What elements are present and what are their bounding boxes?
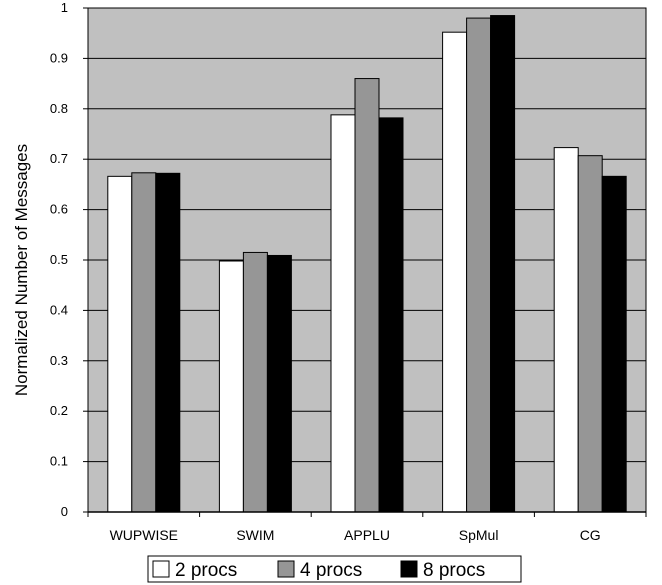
y-tick-label: 1	[61, 0, 68, 15]
bar-applu-8-procs	[378, 117, 404, 513]
x-category-labels: WUPWISE SWIM APPLU SpMul CG	[110, 527, 601, 543]
bar-wupwise-8-procs	[155, 172, 181, 513]
y-tick-label: 0.5	[50, 252, 68, 267]
legend-label: 2 procs	[175, 560, 237, 581]
y-tick-labels: 0 0.1 0.2 0.3 0.4 0.5 0.6 0.7 0.8 0.9 1	[50, 0, 88, 519]
legend-swatch	[152, 560, 170, 578]
y-tick-label: 0.1	[50, 454, 68, 469]
legend-box	[147, 555, 522, 583]
bar-wupwise-2-procs	[107, 175, 133, 513]
bar-swim-8-procs	[266, 254, 292, 513]
y-tick-label: 0.2	[50, 403, 68, 418]
y-tick-label: 0.8	[50, 101, 68, 116]
x-category-label: APPLU	[344, 527, 390, 543]
bar-wupwise-4-procs	[131, 172, 157, 513]
y-tick-label: 0.9	[50, 50, 68, 65]
x-category-label: SWIM	[236, 527, 274, 543]
y-axis-title: Normalized Number of Messages	[12, 144, 31, 396]
bar-swim-2-procs	[218, 260, 244, 513]
y-tick-label: 0.7	[50, 151, 68, 166]
y-tick-label: 0.4	[50, 302, 68, 317]
bar-applu-2-procs	[330, 114, 356, 513]
legend: 2 procs 4 procs 8 procs	[147, 555, 522, 583]
bar-spmul-8-procs	[490, 15, 516, 513]
x-category-label: WUPWISE	[110, 527, 178, 543]
y-tick-label: 0.6	[50, 202, 68, 217]
bar-spmul-2-procs	[442, 31, 468, 513]
legend-swatch	[277, 560, 295, 578]
bar-cg-8-procs	[601, 175, 627, 513]
legend-label: 4 procs	[300, 560, 362, 581]
bar-cg-4-procs	[577, 155, 603, 513]
legend-swatch	[400, 560, 418, 578]
legend-label: 8 procs	[423, 560, 485, 581]
bar-applu-4-procs	[354, 78, 380, 513]
bar-cg-2-procs	[553, 147, 579, 513]
bar-swim-4-procs	[242, 251, 268, 513]
x-category-label: CG	[580, 527, 601, 543]
bars	[107, 15, 627, 513]
x-category-label: SpMul	[459, 527, 499, 543]
y-tick-label: 0.3	[50, 353, 68, 368]
y-tick-label: 0	[61, 504, 68, 519]
bar-spmul-4-procs	[466, 17, 492, 513]
